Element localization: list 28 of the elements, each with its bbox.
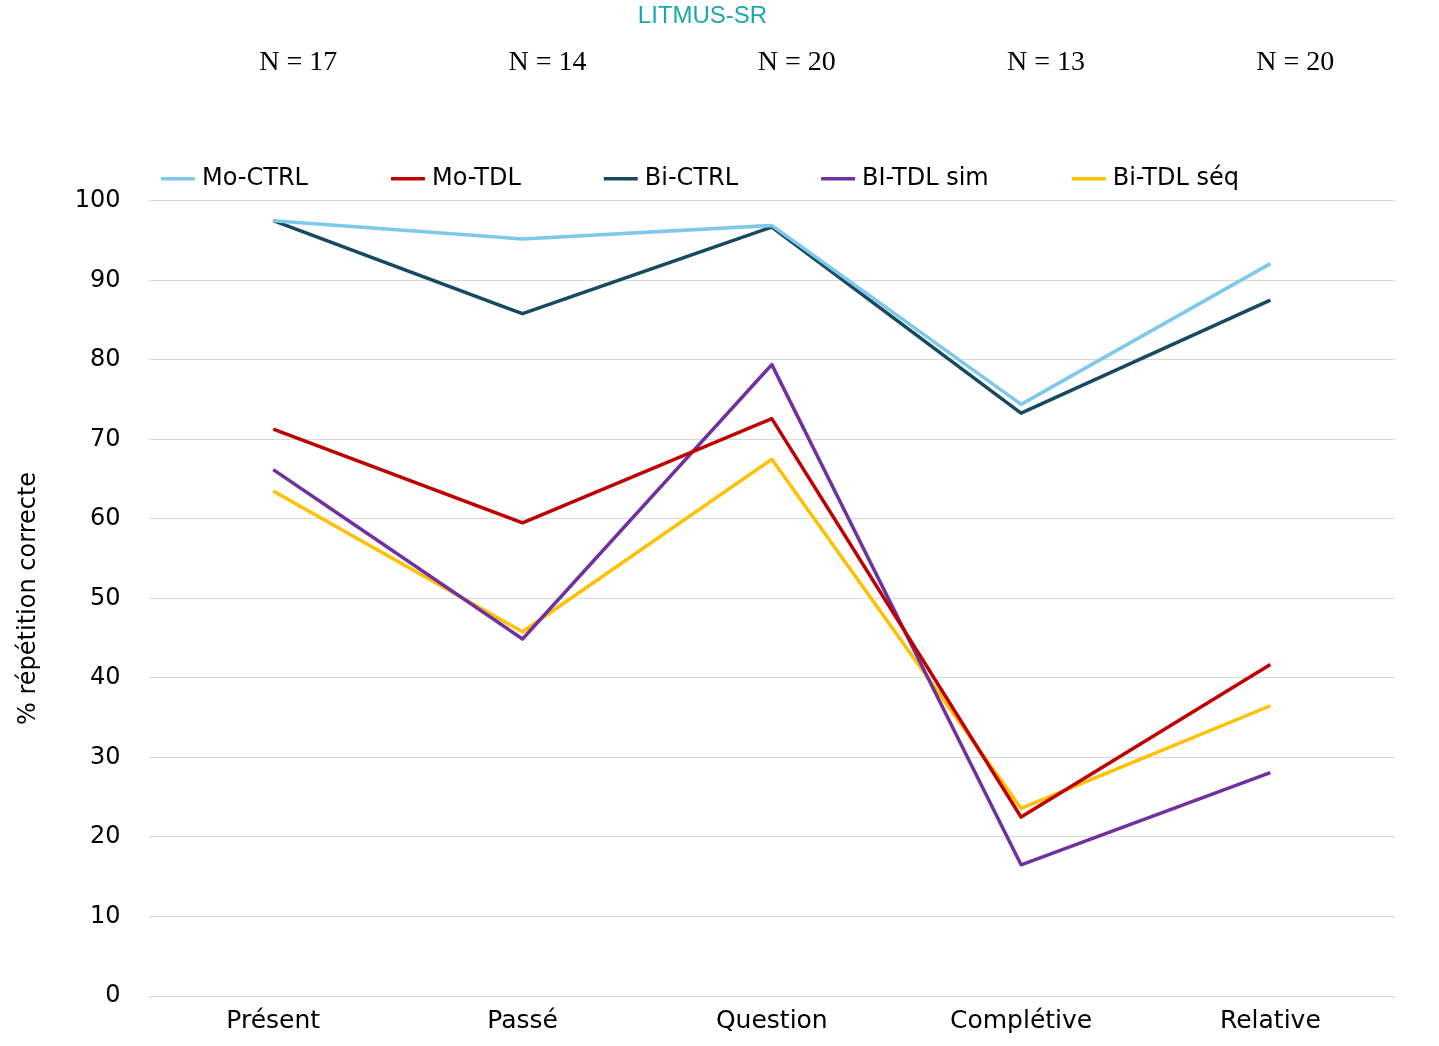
x-tick-label: Présent <box>226 1004 321 1034</box>
y-tick-label: 10 <box>90 900 121 929</box>
y-tick-label: 80 <box>90 344 121 373</box>
legend-label: Mo-TDL <box>431 163 522 192</box>
x-tick-label: Passé <box>487 1004 558 1034</box>
text: N = 14 <box>508 45 587 77</box>
legend-label: Bi-TDL séq <box>1112 163 1239 192</box>
x-tick-label: Relative <box>1219 1004 1321 1034</box>
y-tick-label: 30 <box>90 741 121 770</box>
y-tick-label: 90 <box>90 264 121 293</box>
y-tick-label: 70 <box>90 423 121 452</box>
text: N = 17 <box>259 45 338 77</box>
y-tick-label: 20 <box>90 821 121 850</box>
y-tick-label: 100 <box>74 185 121 214</box>
y-tick-label: 60 <box>90 503 121 532</box>
x-tick-label: Complétive <box>949 1004 1093 1034</box>
x-tick-label: Question <box>715 1004 828 1034</box>
text: N = 13 <box>1007 45 1086 77</box>
legend-label: Mo-CTRL <box>202 163 309 192</box>
text: N = 20 <box>1256 45 1335 77</box>
y-tick-label: 50 <box>90 582 121 611</box>
y-tick-label: 40 <box>90 662 121 691</box>
legend-label: BI-TDL sim <box>862 163 989 192</box>
chart-title: LITMUS-SR <box>637 1 768 29</box>
y-tick-label: 0 <box>105 980 121 1009</box>
legend-label: Bi-CTRL <box>644 163 739 192</box>
y-axis-title: % répétition correcte <box>12 471 41 725</box>
text: N = 20 <box>757 45 836 77</box>
